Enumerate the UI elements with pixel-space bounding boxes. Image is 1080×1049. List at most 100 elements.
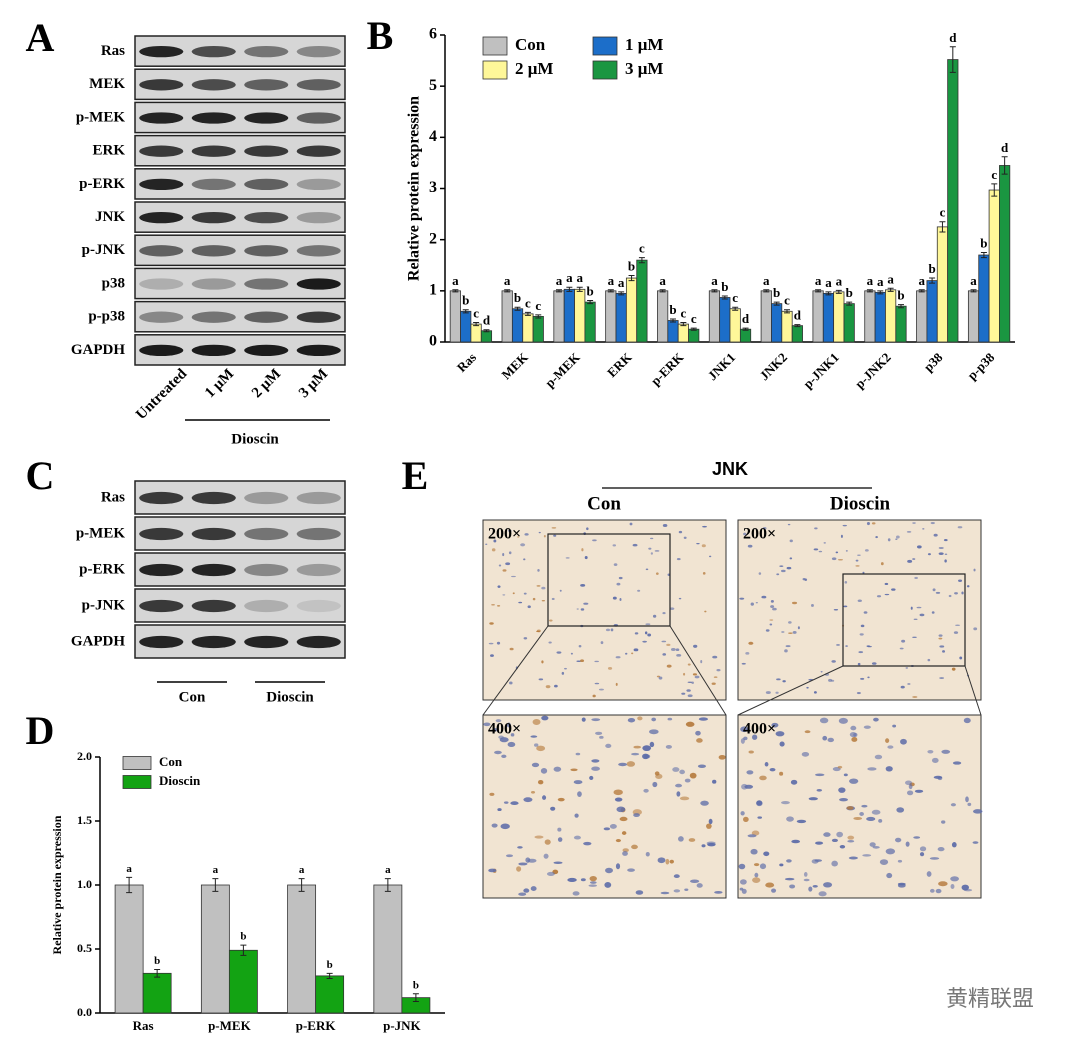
cell (549, 619, 553, 622)
cell (792, 631, 797, 634)
cell (833, 608, 839, 611)
cell (594, 682, 600, 685)
significance-letter: c (473, 306, 479, 321)
cell (541, 586, 546, 590)
blot-band (244, 278, 289, 290)
cell (712, 655, 718, 659)
ihc-group: Dioscin (830, 493, 891, 514)
cell (541, 660, 544, 664)
cell (861, 804, 868, 808)
bar (781, 310, 793, 343)
cell (806, 686, 809, 689)
cell (906, 531, 912, 533)
cell (840, 534, 843, 538)
cell (938, 634, 943, 637)
cell (583, 841, 592, 846)
cell (696, 883, 703, 888)
cell (684, 888, 689, 891)
blot-band (191, 145, 236, 157)
cell (745, 652, 750, 655)
cell (678, 597, 682, 600)
cell (645, 851, 650, 857)
cell (867, 767, 877, 771)
cell (891, 588, 896, 591)
cell (942, 650, 946, 653)
cell (616, 582, 621, 586)
cell (927, 658, 931, 662)
cell (534, 835, 544, 839)
cell (543, 534, 546, 538)
cell (632, 543, 638, 547)
cell (657, 857, 666, 864)
cell (857, 662, 861, 666)
significance-letter: d (1001, 140, 1009, 155)
cell (673, 889, 681, 893)
inset-connector (737, 665, 844, 716)
cell (559, 589, 562, 592)
significance-letter: a (836, 273, 843, 288)
cell (772, 607, 777, 611)
cell (750, 602, 754, 606)
cell (516, 866, 522, 872)
cell (694, 675, 700, 679)
cell (502, 552, 505, 557)
cell (542, 795, 547, 800)
bar (522, 313, 534, 343)
cell (627, 868, 635, 872)
cell (508, 551, 512, 555)
cell (871, 522, 876, 525)
cell (518, 892, 527, 896)
cell (615, 863, 621, 870)
panel-letter: D (26, 708, 55, 753)
cell (679, 769, 685, 775)
significance-letter: b (846, 285, 853, 300)
cell (675, 783, 683, 788)
cell (626, 761, 636, 767)
cell (779, 565, 784, 567)
cell (489, 622, 494, 625)
cell (572, 891, 580, 896)
cell (791, 839, 801, 844)
error-bar (628, 274, 635, 282)
cell (859, 812, 864, 816)
cell (644, 631, 648, 635)
inset-box (547, 533, 671, 627)
bar (142, 972, 172, 1014)
cell (752, 734, 758, 740)
cell (748, 750, 754, 754)
cell (500, 823, 510, 830)
cell (588, 884, 598, 887)
cell (599, 735, 604, 739)
cell (534, 743, 539, 747)
blot-band (191, 79, 236, 91)
cell (512, 592, 515, 595)
blot-band (296, 278, 341, 290)
cell (619, 597, 622, 601)
cell (755, 602, 758, 604)
x-tick-label: p38 (921, 349, 946, 374)
blot-band (139, 635, 184, 649)
cell (831, 660, 836, 663)
cell (912, 522, 916, 524)
cell (654, 550, 660, 552)
blot-band (296, 79, 341, 91)
y-tick-label: 1.5 (77, 813, 92, 827)
cell (523, 797, 533, 803)
error-bar (825, 291, 832, 296)
blot-band (191, 245, 236, 257)
cell (618, 576, 623, 580)
cell (758, 572, 762, 575)
cell (820, 671, 823, 673)
ihc-group: Con (587, 493, 621, 514)
y-tick-label: 2.0 (77, 749, 92, 763)
bar (771, 303, 783, 343)
blot-band (244, 245, 289, 257)
cell (501, 754, 507, 759)
cell (771, 722, 779, 728)
cell (950, 884, 955, 890)
cell (672, 767, 680, 772)
blot-band (296, 45, 341, 58)
legend-label: 1 μM (625, 35, 663, 54)
cell (518, 601, 523, 604)
cell (862, 854, 872, 857)
